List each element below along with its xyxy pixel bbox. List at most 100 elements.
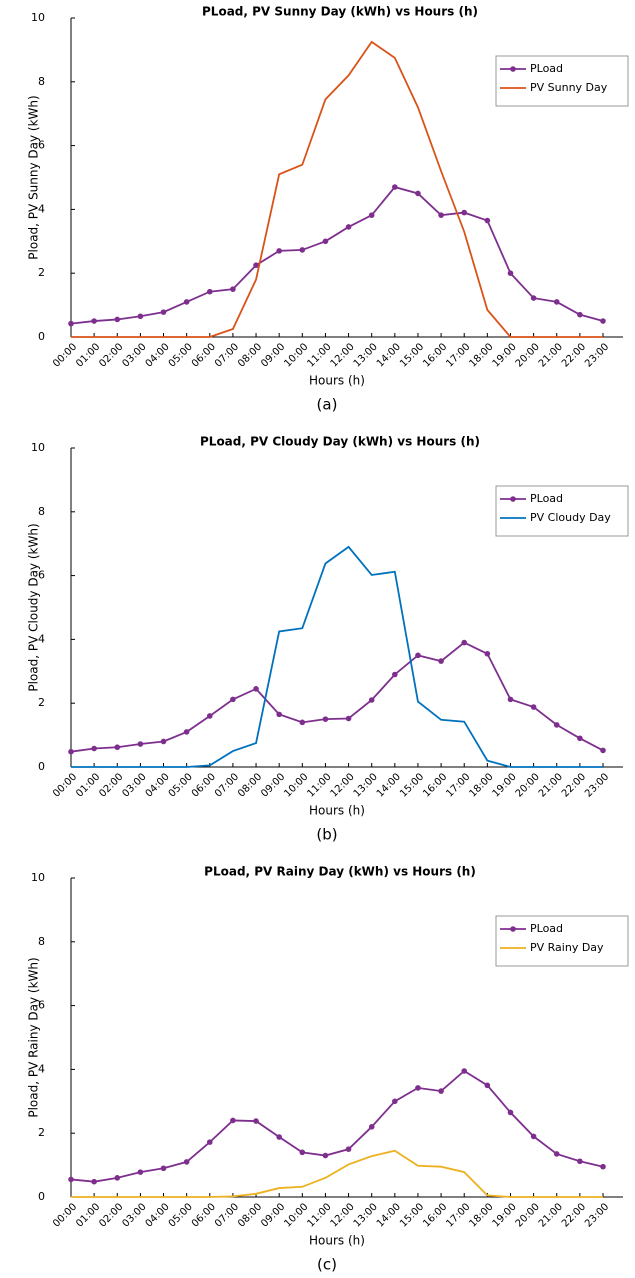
data-point	[415, 1085, 421, 1091]
data-point	[553, 299, 560, 305]
x-tick-label: 06:00	[190, 341, 218, 369]
x-tick-label: 14:00	[375, 341, 403, 369]
data-point	[392, 184, 398, 190]
data-point	[160, 1165, 167, 1172]
series-line	[70, 186, 604, 325]
x-tick-label: 09:00	[259, 1201, 287, 1229]
caption: (a)	[317, 396, 338, 414]
x-tick-label: 20:00	[514, 771, 542, 799]
data-point	[183, 729, 190, 735]
x-tick-label: 16:00	[421, 771, 449, 799]
x-tick-label: 00:00	[51, 771, 79, 799]
data-point	[438, 212, 444, 218]
x-tick-label: 14:00	[375, 1201, 403, 1229]
x-tick-label: 19:00	[491, 341, 519, 369]
data-point	[600, 318, 606, 324]
data-point	[600, 1163, 606, 1170]
caption: (b)	[316, 826, 337, 844]
x-tick-label: 00:00	[51, 341, 79, 369]
x-tick-label: 12:00	[329, 771, 357, 799]
data-point	[137, 1169, 144, 1175]
data-point	[368, 697, 375, 703]
x-tick-label: 03:00	[120, 771, 148, 799]
x-tick-label: 01:00	[74, 1201, 102, 1229]
y-axis-label: Pload, PV Sunny Day (kWh)	[27, 95, 41, 259]
x-tick-label: 18:00	[467, 1201, 495, 1229]
legend-label: PV Sunny Day	[530, 81, 608, 94]
x-tick-label: 17:00	[444, 1201, 472, 1229]
x-tick-label: 21:00	[537, 771, 565, 799]
x-tick-label: 23:00	[583, 771, 611, 799]
x-tick-label: 02:00	[97, 341, 125, 369]
data-point	[577, 735, 583, 742]
x-tick-label: 01:00	[74, 341, 102, 369]
data-point	[160, 738, 167, 745]
x-tick-label: 18:00	[467, 341, 495, 369]
x-tick-label: 12:00	[329, 1201, 357, 1229]
data-point	[368, 1124, 375, 1130]
legend-marker	[510, 66, 516, 72]
series-line	[71, 545, 603, 768]
x-tick-label: 04:00	[144, 771, 172, 799]
data-point	[415, 190, 421, 197]
legend-box	[495, 55, 629, 107]
y-tick-label: 2	[38, 696, 45, 709]
data-point	[206, 288, 213, 295]
y-tick-label: 8	[38, 75, 45, 88]
data-point	[530, 295, 537, 301]
x-tick-label: 23:00	[583, 341, 611, 369]
data-point	[183, 299, 190, 305]
series-line	[70, 641, 604, 753]
x-tick-label: 15:00	[398, 341, 426, 369]
legend-label: PV Cloudy Day	[530, 511, 611, 524]
legend-marker	[510, 926, 516, 932]
data-point	[68, 748, 74, 755]
legend-label: PV Rainy Day	[530, 941, 604, 954]
data-point	[230, 1117, 236, 1124]
data-point	[484, 217, 491, 224]
y-tick-label: 0	[38, 330, 45, 343]
series-line	[70, 1069, 604, 1183]
x-tick-label: 01:00	[74, 771, 102, 799]
x-axis-label: Hours (h)	[309, 374, 365, 388]
y-tick-label: 10	[31, 441, 45, 454]
data-point	[137, 741, 144, 747]
x-tick-label: 08:00	[236, 341, 264, 369]
data-point	[484, 1082, 491, 1089]
data-point	[507, 1109, 514, 1116]
x-tick-label: 10:00	[282, 771, 310, 799]
data-point	[577, 311, 583, 318]
y-tick-label: 4	[38, 632, 45, 645]
legend-label: PLoad	[530, 62, 563, 75]
x-tick-label: 13:00	[352, 341, 380, 369]
x-tick-label: 02:00	[97, 771, 125, 799]
data-point	[392, 671, 398, 678]
x-tick-label: 16:00	[421, 341, 449, 369]
legend-box	[495, 915, 629, 967]
y-tick-label: 0	[38, 760, 45, 773]
legend-box	[495, 485, 629, 537]
data-point	[68, 320, 74, 327]
x-tick-label: 20:00	[514, 1201, 542, 1229]
x-tick-label: 18:00	[467, 771, 495, 799]
x-tick-label: 19:00	[491, 771, 519, 799]
data-point	[530, 1133, 537, 1140]
y-tick-label: 4	[38, 202, 45, 215]
x-tick-label: 20:00	[514, 341, 542, 369]
x-tick-label: 19:00	[491, 1201, 519, 1229]
x-tick-label: 08:00	[236, 771, 264, 799]
data-point	[507, 270, 514, 277]
x-tick-label: 12:00	[329, 341, 357, 369]
x-tick-label: 21:00	[537, 1201, 565, 1229]
data-point	[507, 696, 514, 703]
y-tick-label: 6	[38, 139, 45, 152]
data-point	[183, 1159, 190, 1165]
x-tick-label: 21:00	[537, 341, 565, 369]
chart-title: PLoad, PV Cloudy Day (kWh) vs Hours (h)	[200, 435, 480, 449]
data-point	[345, 715, 352, 722]
data-point	[114, 1175, 121, 1181]
y-tick-label: 8	[38, 505, 45, 518]
x-tick-label: 10:00	[282, 1201, 310, 1229]
x-tick-label: 22:00	[560, 1201, 588, 1229]
